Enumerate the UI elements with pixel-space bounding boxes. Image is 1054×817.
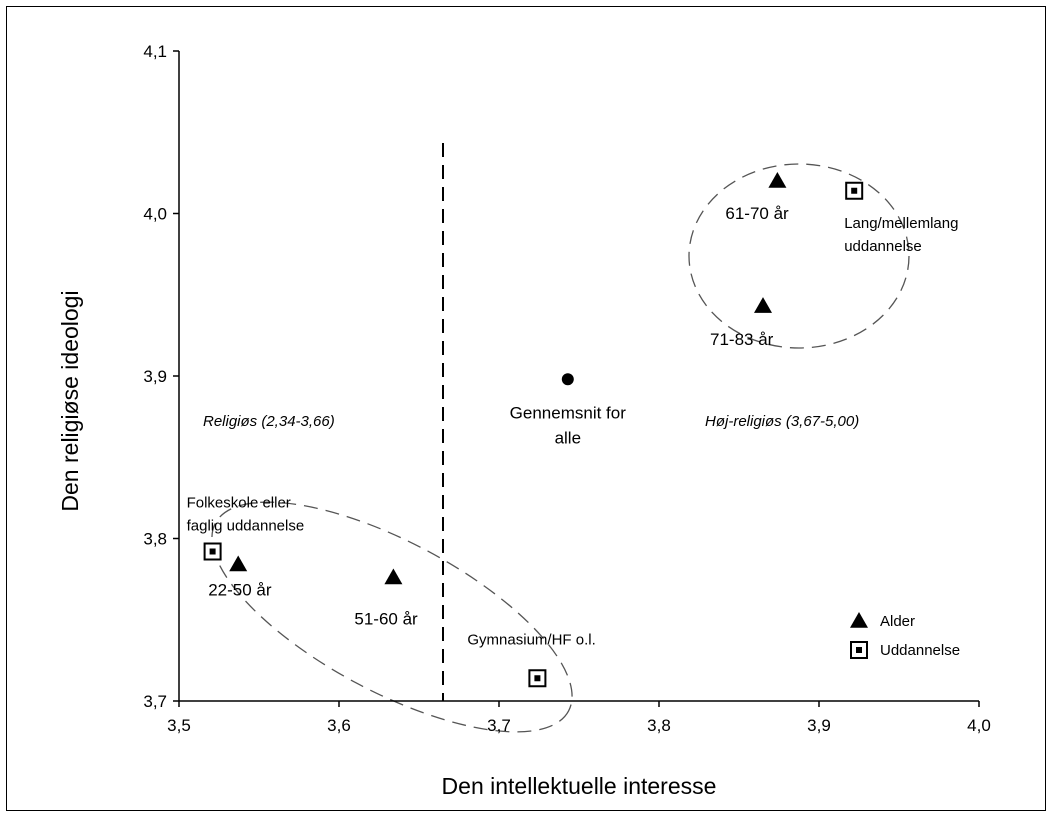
region-label-left: Religiøs (2,34-3,66) — [203, 413, 335, 430]
square-marker-dot — [209, 548, 216, 555]
cluster-ellipse-low — [211, 501, 573, 733]
triangle-marker — [768, 172, 787, 188]
point-label: Folkeskole eller faglig uddannelse — [187, 495, 305, 535]
region-label-right: Høj-religiøs (3,67-5,00) — [705, 413, 859, 430]
chart-frame: 3,5 3,6 3,7 3,8 3,9 4,0 3,7 3,8 3,9 4,0 4,1 Den in… — [6, 6, 1046, 811]
triangle-marker — [754, 297, 772, 313]
point-label-line: uddannelse — [844, 238, 922, 255]
y-tick-label: 3,9 — [143, 367, 167, 386]
x-tick-label: 3,9 — [807, 716, 831, 735]
point-label: 51-60 år — [354, 610, 418, 629]
x-tick-label: 3,8 — [647, 716, 671, 735]
x-tick-label: 3,6 — [327, 716, 351, 735]
x-tick-label: 4,0 — [967, 716, 991, 735]
y-tick-label: 4,1 — [143, 42, 167, 61]
point-label: Gymnasium/HF o.l. — [467, 631, 595, 648]
cluster-ellipses — [211, 163, 910, 733]
y-axis-title: Den religiøse ideologi — [57, 290, 83, 511]
point-label: Lang/mellemlang uddannelse — [844, 215, 958, 255]
y-tick-label: 3,7 — [143, 692, 167, 711]
x-axis-title: Den intellektuelle interesse — [442, 773, 717, 799]
scatter-chart: 3,5 3,6 3,7 3,8 3,9 4,0 3,7 3,8 3,9 4,0 4,1 Den in… — [57, 42, 991, 799]
point-label-line: Folkeskole eller — [187, 495, 291, 512]
ticks: 3,5 3,6 3,7 3,8 3,9 4,0 3,7 3,8 3,9 4,0 4,1 — [143, 42, 990, 735]
point-label-line: alle — [555, 428, 581, 447]
triangle-marker — [384, 568, 403, 585]
legend-square-marker-dot — [856, 647, 862, 653]
x-tick-label: 3,7 — [487, 716, 511, 735]
point-label-line: Lang/mellemlang — [844, 215, 958, 232]
legend-label-alder: Alder — [880, 613, 915, 630]
cluster-ellipse-high — [688, 163, 910, 349]
square-marker-dot — [534, 675, 541, 682]
point-label: 71-83 år — [710, 330, 774, 349]
square-marker-dot — [851, 187, 858, 194]
triangle-marker — [229, 555, 248, 572]
y-tick-label: 3,8 — [143, 530, 167, 549]
point-label-line: faglig uddannelse — [187, 518, 305, 535]
point-label: 61-70 år — [725, 204, 789, 223]
axes — [178, 51, 979, 702]
data-points: 22-50 år 51-60 år 61-70 år 71-83 år Folkesko… — [187, 172, 958, 688]
x-tick-label: 3,5 — [167, 716, 191, 735]
circle-marker — [561, 373, 574, 386]
point-label: Gennemsnit for alle — [510, 403, 627, 447]
legend: Alder Uddannelse — [850, 612, 960, 659]
point-label: 22-50 år — [208, 581, 272, 600]
point-label-line: Gennemsnit for — [510, 403, 627, 422]
y-tick-label: 4,0 — [143, 205, 167, 224]
legend-label-uddannelse: Uddannelse — [880, 642, 960, 659]
legend-triangle-marker — [850, 612, 868, 628]
